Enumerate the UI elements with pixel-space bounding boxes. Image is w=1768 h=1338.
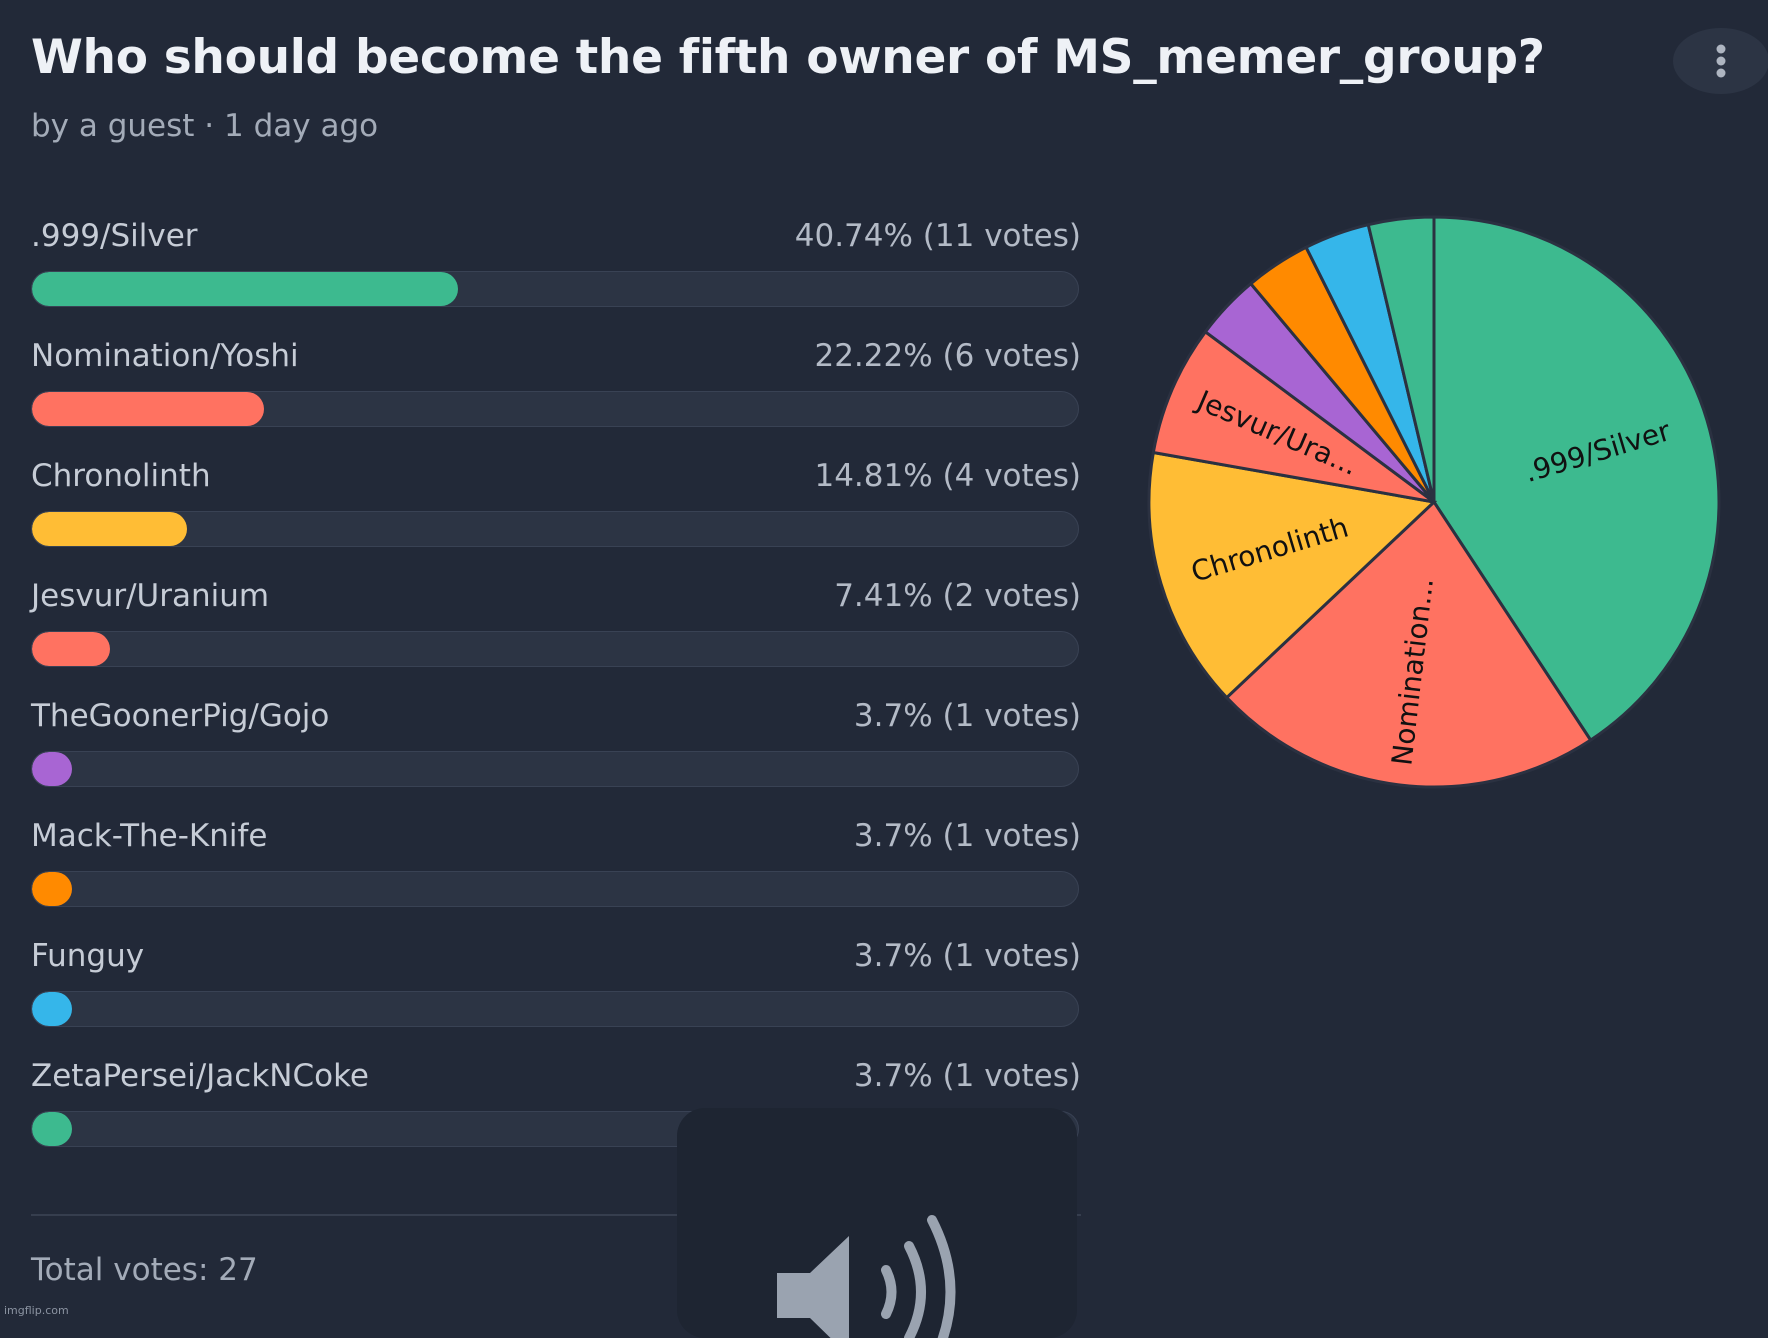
progress-fill — [32, 752, 72, 786]
option-label: Jesvur/Uranium — [31, 578, 270, 614]
option-stats: 3.7% (1 votes) — [853, 818, 1081, 854]
option-label: .999/Silver — [31, 218, 198, 254]
option-stats: 14.81% (4 votes) — [814, 458, 1081, 494]
progress-track — [31, 391, 1079, 427]
option-label: ZetaPersei/JackNCoke — [31, 1058, 370, 1094]
pie-slice — [1151, 329, 1435, 504]
watermark: imgflip.com — [4, 1304, 69, 1317]
option-stats: 7.41% (2 votes) — [834, 578, 1081, 614]
option-label: Mack-The-Knife — [31, 818, 268, 854]
option-stats: 40.74% (11 votes) — [794, 218, 1081, 254]
option-header: TheGoonerPig/Gojo 3.7% (1 votes) — [31, 698, 1081, 734]
progress-track — [31, 991, 1079, 1027]
progress-fill — [32, 1112, 72, 1146]
poll-option: Nomination/Yoshi 22.22% (6 votes) — [31, 338, 1081, 448]
poll-subtitle: by a guest · 1 day ago — [31, 108, 379, 144]
option-header: Jesvur/Uranium 7.41% (2 votes) — [31, 578, 1081, 614]
progress-track — [31, 871, 1079, 907]
poll-option: Chronolinth 14.81% (4 votes) — [31, 458, 1081, 568]
option-header: Funguy 3.7% (1 votes) — [31, 938, 1081, 974]
progress-track — [31, 751, 1079, 787]
option-header: Nomination/Yoshi 22.22% (6 votes) — [31, 338, 1081, 374]
option-label: TheGoonerPig/Gojo — [31, 698, 330, 734]
vertical-dots-icon — [1716, 44, 1726, 78]
progress-fill — [32, 872, 72, 906]
option-stats: 3.7% (1 votes) — [853, 1058, 1081, 1094]
progress-fill — [32, 632, 110, 666]
poll-title: Who should become the fifth owner of MS_… — [31, 30, 1545, 85]
option-header: .999/Silver 40.74% (11 votes) — [31, 218, 1081, 254]
poll-option: Mack-The-Knife 3.7% (1 votes) — [31, 818, 1081, 928]
poll-option: .999/Silver 40.74% (11 votes) — [31, 218, 1081, 328]
progress-fill — [32, 392, 265, 426]
sound-toggle-button[interactable] — [677, 1108, 1077, 1338]
option-label: Chronolinth — [31, 458, 211, 494]
poll-option: Jesvur/Uranium 7.41% (2 votes) — [31, 578, 1081, 688]
progress-fill — [32, 992, 72, 1026]
pie-slice — [1224, 499, 1593, 789]
pie-slice — [1147, 450, 1438, 700]
progress-track — [31, 271, 1079, 307]
option-label: Funguy — [31, 938, 145, 974]
progress-track — [31, 631, 1079, 667]
poll-option: Funguy 3.7% (1 votes) — [31, 938, 1081, 1048]
divider — [31, 1214, 1081, 1216]
total-votes: Total votes: 27 — [31, 1252, 258, 1288]
option-stats: 22.22% (6 votes) — [814, 338, 1081, 374]
option-header: ZetaPersei/JackNCoke 3.7% (1 votes) — [31, 1058, 1081, 1094]
more-options-button[interactable] — [1673, 28, 1768, 94]
speaker-volume-icon — [777, 1215, 956, 1338]
option-header: Mack-The-Knife 3.7% (1 votes) — [31, 818, 1081, 854]
results-pie-chart: .999/SilverNomination...ChronolinthJesvu… — [1147, 215, 1721, 789]
progress-fill — [32, 512, 187, 546]
option-stats: 3.7% (1 votes) — [853, 938, 1081, 974]
option-label: Nomination/Yoshi — [31, 338, 299, 374]
option-header: Chronolinth 14.81% (4 votes) — [31, 458, 1081, 494]
pie-slice — [1366, 215, 1436, 503]
option-stats: 3.7% (1 votes) — [853, 698, 1081, 734]
progress-track — [31, 511, 1079, 547]
progress-fill — [32, 272, 459, 306]
poll-option: TheGoonerPig/Gojo 3.7% (1 votes) — [31, 698, 1081, 808]
